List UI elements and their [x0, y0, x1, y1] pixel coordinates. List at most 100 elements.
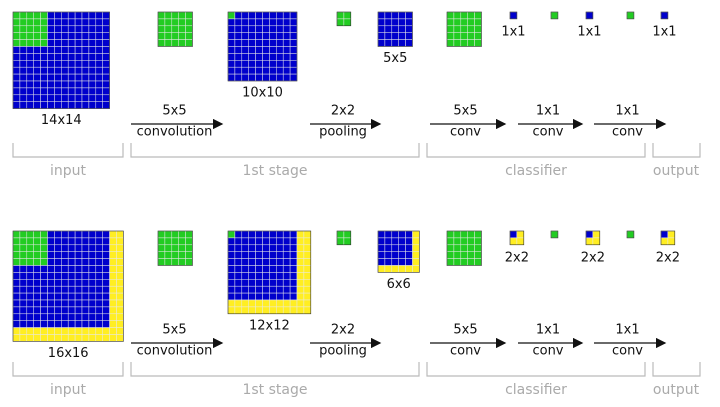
cell: [40, 313, 48, 321]
cell: [282, 11, 291, 20]
cell: [116, 272, 124, 280]
cell: [398, 251, 406, 259]
cell: [47, 327, 55, 335]
cell: [343, 237, 352, 246]
cell: [255, 237, 263, 246]
cell: [289, 279, 298, 287]
cell: [262, 272, 270, 280]
cell: [116, 265, 124, 273]
cell: [398, 237, 406, 246]
cell: [19, 230, 28, 239]
cell: [303, 265, 312, 273]
cell: [269, 306, 277, 315]
cell: [262, 39, 270, 47]
cell: [67, 25, 76, 33]
cell: [262, 230, 270, 239]
cell: [234, 32, 243, 40]
grid-border: [12, 11, 110, 109]
cell: [95, 60, 103, 68]
cell: [74, 265, 83, 273]
cell: [255, 292, 263, 301]
cell: [81, 80, 90, 89]
cell: [81, 32, 90, 40]
cell: [102, 292, 110, 301]
cell: [12, 80, 21, 89]
cell: [467, 258, 475, 266]
cell: [289, 53, 298, 61]
cell: [241, 244, 249, 252]
cell: [33, 101, 41, 109]
cell: [109, 272, 117, 280]
cell: [19, 60, 28, 68]
cell: [255, 258, 263, 266]
cell: [74, 101, 83, 109]
cell: [412, 230, 420, 239]
cell: [26, 279, 34, 287]
cell: [81, 265, 90, 273]
cell: [262, 265, 270, 273]
cell: [303, 237, 312, 246]
cell: [585, 11, 594, 20]
cell: [248, 32, 256, 40]
cell: [12, 46, 21, 54]
cell: [296, 292, 305, 301]
cell: [61, 313, 69, 321]
cell: [234, 279, 243, 287]
cell: [74, 39, 83, 47]
cell: [47, 230, 55, 239]
cell: [296, 244, 305, 252]
grid-border: [446, 11, 482, 47]
cell: [171, 244, 179, 252]
kernel: [550, 230, 559, 239]
cell: [102, 272, 110, 280]
cell: [269, 258, 277, 266]
cell: [276, 32, 284, 40]
cell: [276, 73, 284, 82]
cell: [67, 101, 76, 109]
cell: [241, 73, 249, 82]
cell: [47, 101, 55, 109]
cell: [262, 306, 270, 315]
cell: [88, 292, 97, 301]
cell: [241, 39, 249, 47]
cell: [74, 244, 83, 252]
cell: [255, 244, 263, 252]
cell: [74, 279, 83, 287]
cell: [61, 32, 69, 40]
cell: [227, 73, 236, 82]
cell: [276, 292, 284, 301]
cell: [405, 251, 413, 259]
operation-size: 5x5: [453, 104, 477, 119]
cell: [61, 18, 69, 27]
cell: [289, 258, 298, 266]
cell: [164, 251, 173, 259]
cell: [391, 18, 399, 27]
cell: [47, 73, 55, 82]
cell: [102, 299, 110, 308]
operation-size: 1x1: [536, 323, 560, 338]
cell: [234, 53, 243, 61]
conv-grid: [227, 11, 298, 82]
cell: [95, 66, 103, 75]
cell: [262, 60, 270, 68]
cell: [405, 258, 413, 266]
cell: [26, 299, 34, 308]
cell: [269, 285, 277, 294]
cell: [269, 73, 277, 82]
cell: [67, 11, 76, 20]
cell: [61, 334, 69, 342]
cell: [12, 313, 21, 321]
cell: [61, 46, 69, 54]
cell: [26, 334, 34, 342]
cell: [384, 244, 393, 252]
cell: [109, 306, 117, 315]
cell: [95, 313, 103, 321]
cell: [81, 272, 90, 280]
cell: [269, 66, 277, 75]
cell: [12, 73, 21, 82]
cell: [269, 53, 277, 61]
cell: [171, 237, 179, 246]
cell: [74, 230, 83, 239]
cell: [95, 285, 103, 294]
cell: [88, 251, 97, 259]
